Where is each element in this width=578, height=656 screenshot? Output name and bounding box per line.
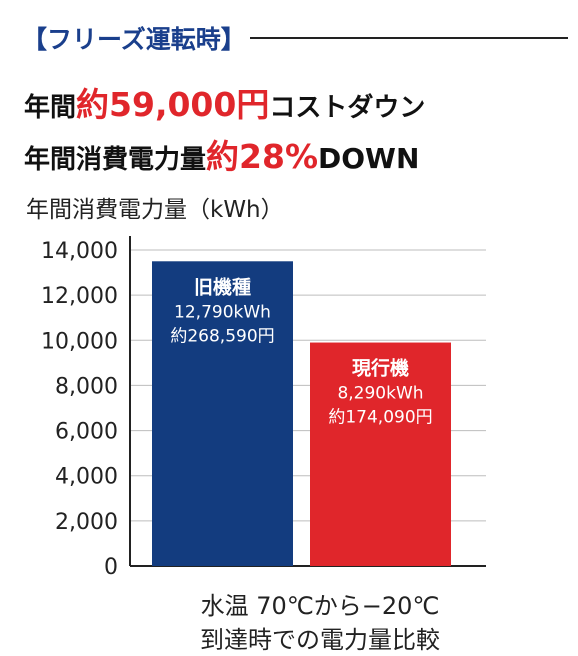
headline-cost-post: コストダウン [269,93,426,123]
bar-data-label: 現行機 [352,357,409,380]
headline-power-post: DOWN [318,142,420,175]
y-tick-label: 4,000 [55,465,118,490]
y-tick-label: 8,000 [55,374,118,399]
section-heading: 【フリーズ運転時】 [22,18,568,58]
y-tick-label: 10,000 [41,329,118,354]
y-tick-label: 14,000 [41,239,118,264]
bar [310,342,451,566]
headline-power-pre: 年間消費電力量 [24,145,207,175]
bar-data-label: 約268,590円 [170,326,274,346]
headline-cost-highlight: 約59,000円 [76,85,270,124]
section-rule [249,37,568,39]
bar-data-label: 12,790kWh [174,302,271,322]
y-tick-label: 0 [104,555,118,580]
y-tick-label: 2,000 [55,510,118,535]
y-tick-label: 6,000 [55,420,118,445]
chart-title: 年間消費電力量（kWh） [26,197,284,223]
headline-cost-pre: 年間 [24,93,77,123]
headline-power: 年間消費電力量約28%DOWN [24,130,419,178]
bar [152,261,293,566]
headline-power-highlight: 約28% [206,137,319,176]
x-axis-caption-line-1: 水温 70℃から−20℃ [200,592,440,620]
section-label: 【フリーズ運転時】 [22,25,246,54]
x-axis-caption-line-2: 到達時での電力量比較 [200,626,440,654]
bar-data-label: 約174,090円 [328,408,432,428]
headline-cost: 年間約59,000円コストダウン [24,78,425,126]
y-tick-label: 12,000 [41,284,118,309]
bar-data-label: 旧機種 [194,275,251,298]
bar-data-label: 8,290kWh [337,384,423,404]
